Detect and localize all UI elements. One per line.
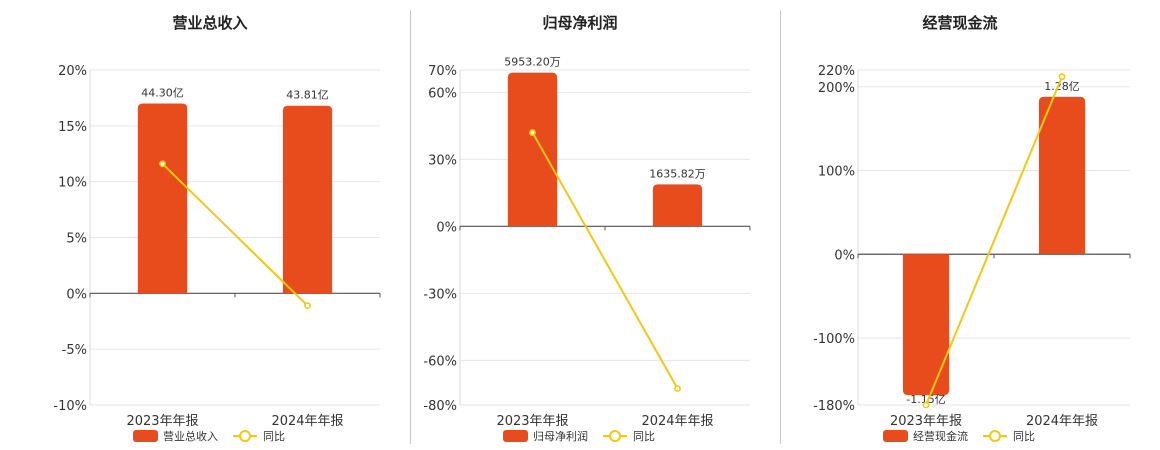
y-tick-label: 100% (818, 165, 855, 180)
legend-bar-label: 经营现金流 (913, 429, 968, 443)
legend-line-label: 同比 (1013, 430, 1035, 443)
x-tick-label: 2024年年报 (271, 414, 343, 429)
x-tick-label: 2024年年报 (641, 414, 713, 429)
legend-line-label: 同比 (633, 430, 655, 443)
y-tick-label: -100% (813, 332, 855, 347)
y-tick-label: 20% (58, 64, 87, 79)
bar-data-label: 1635.82万 (649, 167, 706, 180)
y-tick-label: -5% (62, 343, 87, 358)
bar (507, 72, 558, 227)
chart-title: 归母净利润 (542, 14, 617, 32)
yoy-line (161, 163, 309, 307)
x-tick-label: 2024年年报 (1026, 414, 1098, 429)
legend-line-marker (989, 430, 1001, 442)
chart-title: 经营现金流 (922, 14, 997, 32)
yoy-point (922, 401, 930, 409)
y-tick-label: 60% (428, 86, 457, 101)
y-tick-label: 220% (818, 64, 855, 79)
y-tick-label: 0% (66, 287, 87, 302)
legend-bar-swatch (133, 430, 158, 442)
x-tick-label: 2023年年报 (126, 414, 198, 429)
yoy-point (529, 129, 536, 136)
bar-data-label: 43.81亿 (286, 89, 329, 102)
yoy-point (304, 302, 311, 310)
bar (1038, 96, 1086, 255)
bar (282, 105, 333, 294)
legend-line-marker (239, 430, 251, 442)
bar-data-label: 44.30亿 (141, 87, 184, 100)
yoy-point (1058, 73, 1066, 81)
y-tick-label: -80% (423, 399, 457, 414)
bar (137, 103, 188, 294)
y-tick-label: -180% (813, 399, 855, 414)
legend-line-marker (609, 430, 621, 442)
yoy-line (925, 76, 1063, 406)
x-tick-label: 2023年年报 (496, 414, 568, 429)
legend-bar-swatch (503, 430, 528, 442)
panel-divider (410, 10, 411, 444)
bar (902, 254, 950, 395)
y-tick-label: -60% (423, 354, 457, 369)
bar-data-label: 1.28亿 (1044, 80, 1080, 93)
legend-bar-label: 营业总收入 (163, 429, 218, 443)
y-tick-label: 30% (428, 153, 457, 168)
legend-line-label: 同比 (263, 430, 285, 443)
yoy-point (674, 385, 681, 392)
y-tick-label: -30% (423, 287, 457, 302)
bar-data-label: -1.15亿 (906, 393, 945, 406)
legend-bar-swatch (883, 430, 908, 442)
y-tick-label: 200% (818, 81, 855, 96)
y-tick-label: 0% (834, 248, 855, 263)
panel-divider (780, 10, 781, 444)
y-tick-label: 5% (66, 232, 87, 247)
yoy-point (159, 160, 166, 168)
y-tick-label: 10% (58, 176, 87, 191)
bar-data-label: 5953.20万 (504, 56, 561, 69)
yoy-line (531, 132, 679, 389)
x-tick-label: 2023年年报 (890, 414, 962, 429)
y-tick-label: -10% (53, 399, 87, 414)
y-tick-label: 15% (58, 120, 87, 135)
y-tick-label: 70% (428, 64, 457, 79)
bar (652, 184, 703, 227)
chart-title: 营业总收入 (172, 14, 247, 32)
legend-bar-label: 归母净利润 (533, 429, 588, 443)
y-tick-label: 0% (436, 220, 457, 235)
